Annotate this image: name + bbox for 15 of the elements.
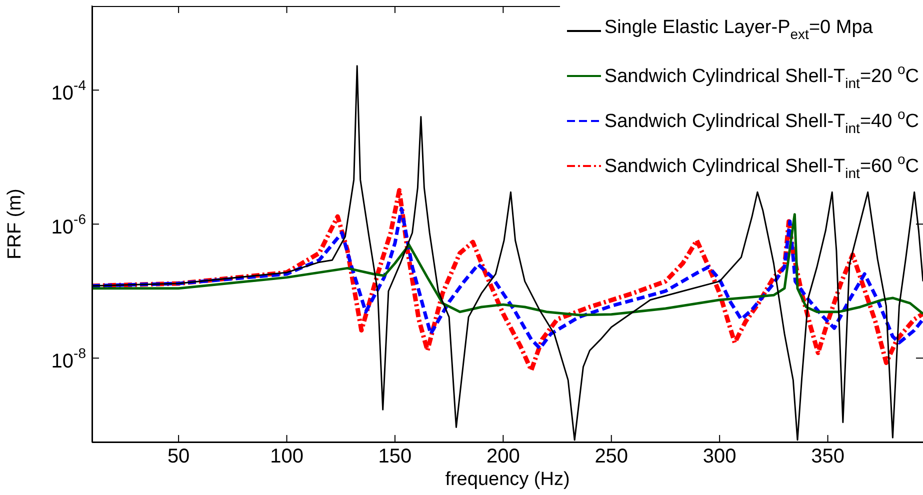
x-tick-label: 300	[702, 446, 736, 468]
legend-label: Sandwich Cylindrical Shell-T$_{int}$=20 $^{o}$C	[604, 60, 919, 92]
x-tick-label: 50	[167, 446, 190, 468]
line-series	[92, 188, 923, 372]
y-axis-title: FRF (m)	[4, 188, 26, 260]
x-tick-label: 250	[594, 446, 628, 468]
x-tick-label: 200	[486, 446, 520, 468]
line-series	[92, 206, 923, 350]
x-tick-label: 100	[270, 446, 304, 468]
legend-label: Sandwich Cylindrical Shell-T$_{int}$=40 $^{o}$C	[604, 104, 919, 138]
x-axis-title: frequency (Hz)	[445, 468, 570, 490]
legend-label: Single Elastic Layer-P$_{ext}$=0 Mpa	[604, 16, 873, 44]
x-tick-label: 350	[811, 446, 844, 468]
x-tick-label: 150	[378, 446, 412, 468]
legend-label: Sandwich Cylindrical Shell-T$_{int}$=60 $^{o}$C	[604, 150, 919, 182]
